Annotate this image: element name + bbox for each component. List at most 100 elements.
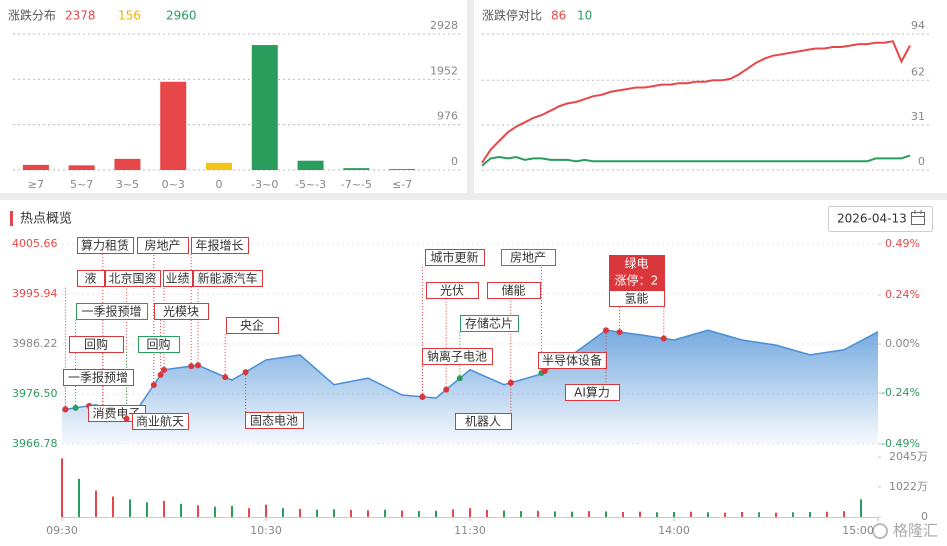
volume-bar [588,511,590,517]
bar [114,158,141,170]
y-tick-label: 0 [451,155,458,168]
volume-bar [248,508,250,517]
annotation-label: 钠离子电池 [427,349,487,364]
annotation-box [105,270,161,287]
volume-bar [367,510,369,517]
volume-bar [537,510,539,517]
panel [474,0,947,193]
annotation-label: 回购 [84,337,108,352]
annotation-box [609,290,665,307]
annotation-dot [161,366,167,373]
annotation-box [191,237,249,254]
date-picker[interactable] [828,206,933,232]
bar [68,165,95,170]
bar [297,160,324,170]
annotation-label: 光伏 [440,284,464,298]
annotation-label: 回购 [146,337,170,352]
volume-bar [231,505,233,517]
volume-bar [333,509,335,517]
y2-tick-label: 0.49% [885,237,920,250]
annotation-dot [419,393,426,400]
x-tick-label: 14:00 [658,524,690,537]
volume-bar [622,512,624,517]
annotation-label: 年报增长 [195,238,243,253]
annotation-label: AI算力 [574,385,610,400]
panel-title: 热点概览 [20,211,72,227]
calendar-icon[interactable] [911,210,925,225]
volume-bar [435,510,437,517]
annotation-box [163,270,193,287]
x-tick-label: 3~5 [116,178,139,191]
date-text[interactable]: 2026-04-13 [837,212,907,226]
volume-bar [724,512,726,517]
y-tick-label: 0 [921,510,928,523]
volume-bar [707,512,709,517]
x-tick-label: -5~-3 [295,178,326,191]
volume-bar [282,508,284,517]
x-tick-label: 11:30 [454,524,486,537]
annotation-label: 央企 [240,318,264,333]
annotation-box [193,270,263,287]
y-tick-label: 3995.94 [12,287,58,300]
annotation-dot [660,335,667,342]
summary-count: 2960 [166,9,197,23]
annotation-box [132,413,189,430]
annotation-label: 算力租赁 [81,238,129,253]
volume-bar [554,511,556,517]
annotation-sub: 涨停：2 [615,273,659,288]
annotation-box [76,303,148,320]
volume-bar [860,499,862,517]
annotation-box [77,237,134,254]
y-tick-label: 976 [437,110,458,123]
y2-tick-label: -0.24% [881,386,920,399]
annotation-dot [62,406,69,413]
y-tick-label: 3986.22 [12,337,58,350]
volume-bar [401,510,403,517]
volume-bar [265,504,267,517]
annotation-box [422,348,493,365]
annotation-label: 液 [84,271,96,286]
annotation-box [226,317,279,334]
annotation-label: 城市更新 [430,250,478,265]
volume-bar [775,512,777,517]
volume-bar [350,509,352,517]
annotation-dot [443,386,450,393]
panel-title: 涨跌分布 [8,8,56,23]
volume-bar [95,490,97,517]
volume-bar [809,512,811,517]
volume-bar [758,512,760,517]
annotation-dot [616,329,623,336]
bar [206,162,232,170]
volume-bar [486,509,488,517]
annotation-label: 商业航天 [136,414,184,429]
volume-bar [129,499,131,517]
annotation-box [77,270,105,287]
volume-bar [656,512,658,517]
y-tick-label: 2928 [430,19,458,32]
annotation-dot [157,371,164,378]
volume-bar [469,508,471,517]
volume-bar [452,509,454,517]
annotation-dot [603,327,609,334]
annotation-box [245,412,304,429]
x-tick-label: 15:00 [842,524,874,537]
annotation-label: 固态电池 [250,414,298,428]
annotation-dot [507,379,514,386]
annotation-label: 机器人 [465,415,501,429]
x-tick-label: 09:30 [46,524,78,537]
annotation-label: 光模块 [163,305,199,319]
volume-bar [214,506,216,517]
y-tick-label: 3966.78 [12,437,58,450]
annotation-label: 绿电 [624,256,648,271]
annotation-box [460,315,519,332]
volume-bar [520,511,522,517]
annotation-label: 氢能 [624,291,648,306]
bar [389,169,416,170]
y-tick-label: 4005.66 [12,237,58,250]
x-tick-label: -3~0 [251,178,278,191]
watermark-icon [872,523,888,539]
volume-bar [639,511,641,517]
annotation-dot [72,404,79,411]
watermark: 格隆汇 [893,522,938,540]
